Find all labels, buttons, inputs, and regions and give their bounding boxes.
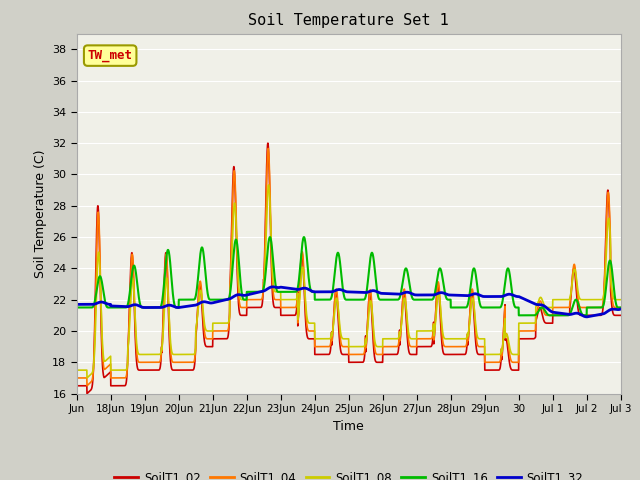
Line: SoilT1_08: SoilT1_08	[77, 185, 621, 378]
SoilT1_16	[417, 297, 424, 302]
SoilT1_08	[73, 367, 81, 373]
SoilT1_16	[273, 288, 281, 294]
SoilT1_02	[250, 305, 257, 311]
SoilT1_16	[266, 234, 274, 240]
SoilT1_08	[496, 351, 504, 357]
SoilT1_08	[265, 182, 273, 188]
SoilT1_08	[83, 375, 91, 381]
SoilT1_16	[73, 305, 81, 311]
SoilT1_16	[504, 266, 511, 272]
SoilT1_16	[496, 305, 504, 311]
SoilT1_32	[617, 306, 625, 312]
SoilT1_04	[73, 375, 81, 381]
SoilT1_04	[504, 335, 511, 340]
SoilT1_02	[83, 391, 91, 396]
SoilT1_04	[438, 336, 446, 341]
SoilT1_32	[417, 292, 424, 298]
Text: TW_met: TW_met	[88, 49, 132, 62]
SoilT1_04	[617, 305, 625, 311]
SoilT1_04	[417, 336, 424, 342]
SoilT1_02	[73, 383, 81, 389]
SoilT1_04	[250, 297, 257, 302]
SoilT1_04	[264, 145, 272, 151]
SoilT1_32	[269, 284, 276, 290]
SoilT1_08	[274, 289, 282, 295]
Legend: SoilT1_02, SoilT1_04, SoilT1_08, SoilT1_16, SoilT1_32: SoilT1_02, SoilT1_04, SoilT1_08, SoilT1_…	[109, 466, 588, 480]
Title: Soil Temperature Set 1: Soil Temperature Set 1	[248, 13, 449, 28]
Line: SoilT1_32: SoilT1_32	[77, 287, 621, 317]
SoilT1_08	[504, 333, 511, 338]
SoilT1_02	[274, 305, 282, 311]
SoilT1_02	[504, 343, 511, 348]
SoilT1_04	[83, 383, 91, 389]
SoilT1_04	[496, 359, 504, 365]
Line: SoilT1_04: SoilT1_04	[77, 148, 621, 386]
SoilT1_16	[438, 274, 446, 279]
SoilT1_02	[438, 346, 446, 351]
Line: SoilT1_02: SoilT1_02	[77, 143, 621, 394]
Y-axis label: Soil Temperature (C): Soil Temperature (C)	[33, 149, 47, 278]
SoilT1_32	[504, 292, 511, 298]
SoilT1_02	[496, 366, 504, 372]
SoilT1_08	[250, 289, 257, 295]
Line: SoilT1_16: SoilT1_16	[77, 237, 621, 315]
SoilT1_02	[264, 140, 272, 146]
SoilT1_32	[250, 290, 257, 296]
SoilT1_08	[617, 297, 625, 302]
SoilT1_16	[515, 312, 523, 318]
SoilT1_02	[617, 312, 625, 318]
SoilT1_32	[73, 301, 81, 307]
SoilT1_32	[438, 290, 446, 296]
SoilT1_04	[274, 297, 282, 302]
SoilT1_16	[250, 289, 257, 295]
SoilT1_08	[417, 328, 424, 334]
SoilT1_32	[496, 294, 504, 300]
SoilT1_32	[583, 314, 591, 320]
SoilT1_16	[617, 305, 625, 311]
SoilT1_08	[438, 328, 446, 334]
X-axis label: Time: Time	[333, 420, 364, 432]
SoilT1_32	[273, 285, 281, 290]
SoilT1_02	[417, 344, 424, 349]
